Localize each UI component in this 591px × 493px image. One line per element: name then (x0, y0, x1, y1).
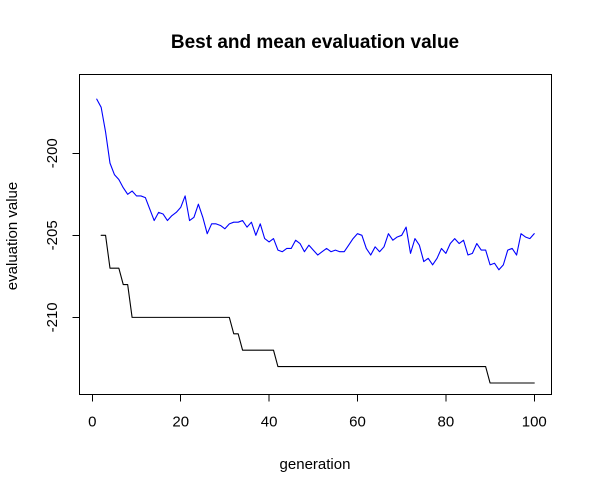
x-tick-label: 80 (438, 414, 455, 431)
y-tick-label: -200 (44, 138, 61, 168)
x-tick-label: 40 (261, 414, 278, 431)
y-axis-label: evaluation value (4, 182, 21, 290)
x-axis-ticks: 0 20 40 60 80 100 (88, 394, 547, 431)
mean-evaluation-series-line (96, 98, 535, 271)
plot-frame (79, 74, 552, 395)
y-tick-label: -210 (44, 302, 61, 332)
y-axis-ticks: -200 -205 -210 (44, 138, 80, 332)
best-evaluation-series-line (100, 234, 535, 384)
x-tick-label: 20 (172, 414, 189, 431)
x-axis-label: generation (280, 456, 351, 473)
series-layer (96, 98, 535, 384)
x-tick-label: 0 (88, 414, 96, 431)
y-tick-label: -205 (44, 220, 61, 250)
x-tick-label: 60 (349, 414, 366, 431)
chart-title: Best and mean evaluation value (171, 32, 459, 53)
x-tick-label: 100 (522, 414, 547, 431)
